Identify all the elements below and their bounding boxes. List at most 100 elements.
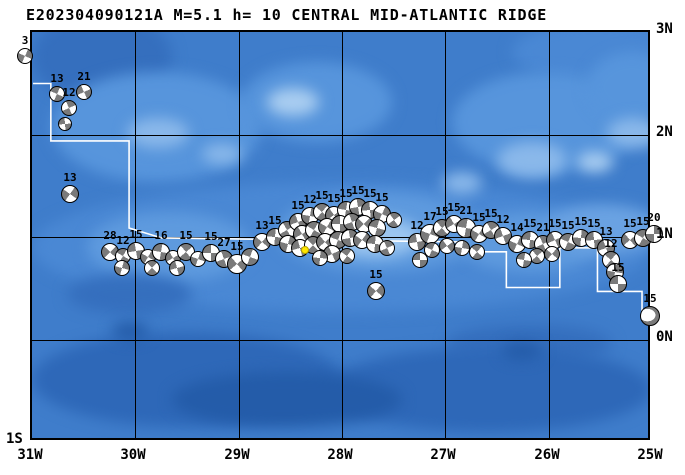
focal-mechanism-beachball [516,252,532,268]
bathymetry-patch [497,142,567,178]
depth-label: 15 [363,187,377,200]
depth-label: 15 [636,215,650,228]
depth-label: 15 [447,201,461,214]
focal-mechanism-beachball [439,238,455,254]
figure-title: E202304090121A M=5.1 h= 10 CENTRAL MID-A… [26,6,548,24]
focal-mechanism-beachball [609,275,627,293]
depth-label: 12 [62,86,76,99]
depth-label: 15 [230,240,244,253]
lon-tick-label: 31W [17,447,43,463]
bathymetry-patch [502,342,542,360]
focal-mechanism-beachball [454,240,470,256]
depth-label: 15 [623,217,637,230]
lat-tick-label: 2N [656,124,673,140]
ocean-bathymetry-layer [32,32,648,438]
depth-label: 15 [351,184,365,197]
focal-mechanism-beachball [61,185,79,203]
focal-mechanism-beachball [339,248,355,264]
depth-label: 14 [510,221,524,234]
focal-mechanism-beachball [61,100,77,116]
focal-mechanism-beachball [469,244,485,260]
lon-tick-label: 27W [430,447,456,463]
depth-label: 15 [523,217,537,230]
focal-mechanism-beachball [17,48,33,64]
grid-line-parallel [32,340,648,341]
depth-label: 15 [327,192,341,205]
focal-mechanism-beachball [412,252,428,268]
depth-label: 27 [217,236,231,249]
focal-mechanism-beachball [645,225,663,243]
lon-tick-label: 29W [224,447,250,463]
depth-label: 15 [375,191,389,204]
depth-label: 15 [574,215,588,228]
depth-label: 13 [50,72,64,85]
lat-tick-label: 3N [656,21,673,37]
depth-label: 12 [410,219,424,232]
bathymetry-patch [202,144,242,164]
focal-mechanism-beachball [544,246,560,262]
bathymetry-patch [442,172,482,194]
depth-label: 15 [561,219,575,232]
depth-label: 15 [472,211,486,224]
depth-label: 12 [116,234,130,247]
depth-label: 13 [255,219,269,232]
depth-label: 15 [315,189,329,202]
lat-tick-label: 0N [656,329,673,345]
depth-label: 13 [599,225,613,238]
depth-label: 15 [179,229,193,242]
depth-label: 15 [643,292,657,305]
depth-label: 15 [484,207,498,220]
focal-mechanism-beachball [367,282,385,300]
focal-mechanism-beachball [169,260,185,276]
focal-mechanism-beachball [379,240,395,256]
depth-label: 12 [604,237,618,250]
depth-label: 21 [459,204,473,217]
grid-line-meridian [135,32,136,438]
grid-line-parallel [32,135,648,136]
depth-label: 15 [129,228,143,241]
depth-label: 28 [103,229,117,242]
focal-mechanism-beachball [144,260,160,276]
depth-label: 15 [587,217,601,230]
focal-mechanism-beachball [386,212,402,228]
lon-tick-label: 26W [534,447,560,463]
focal-mechanism-beachball [241,248,259,266]
focal-mechanism-beachball [640,306,660,326]
lat-tick-label: 1S [6,431,23,447]
bathymetry-patch [172,372,402,427]
depth-label: 15 [268,214,282,227]
depth-label: 15 [339,187,353,200]
map-frame: 3 13 21 12 13 28 12 15 16 15 15 27 15 13 15 15 12 15 15 15 1… [17,30,663,440]
depth-label: 3 [21,34,29,47]
bathymetry-patch [267,88,319,116]
focal-mechanism-beachball [76,84,92,100]
grid-line-meridian [239,32,240,438]
depth-label: 20 [647,211,661,224]
bathymetry-patch [577,152,613,172]
lat-tick-label: 1N [656,226,673,242]
depth-label: 15 [548,217,562,230]
depth-label: 15 [611,261,625,274]
depth-label: 15 [204,230,218,243]
depth-label: 16 [154,229,168,242]
depth-label: 21 [77,70,91,83]
focal-mechanism-beachball [58,117,72,131]
depth-label: 15 [369,268,383,281]
lon-tick-label: 30W [120,447,146,463]
lon-tick-label: 25W [637,447,663,463]
bathymetry-patch [127,118,189,148]
lon-tick-label: 28W [327,447,353,463]
depth-label: 15 [291,199,305,212]
beachball-layer: 3 13 21 12 13 28 12 15 16 15 15 27 15 13 15 15 12 15 15 15 1… [17,32,663,438]
epicenter-marker [301,246,309,254]
depth-label: 12 [303,193,317,206]
depth-label: 12 [496,213,510,226]
depth-label: 15 [435,205,449,218]
focal-mechanism-beachball [114,260,130,276]
focal-mechanism-beachball [49,86,65,102]
depth-label: 13 [63,171,77,184]
bathymetry-patch [607,118,648,148]
depth-label: 21 [536,221,550,234]
focal-mechanism-beachball [312,250,328,266]
bathymetry-patch [67,274,192,314]
